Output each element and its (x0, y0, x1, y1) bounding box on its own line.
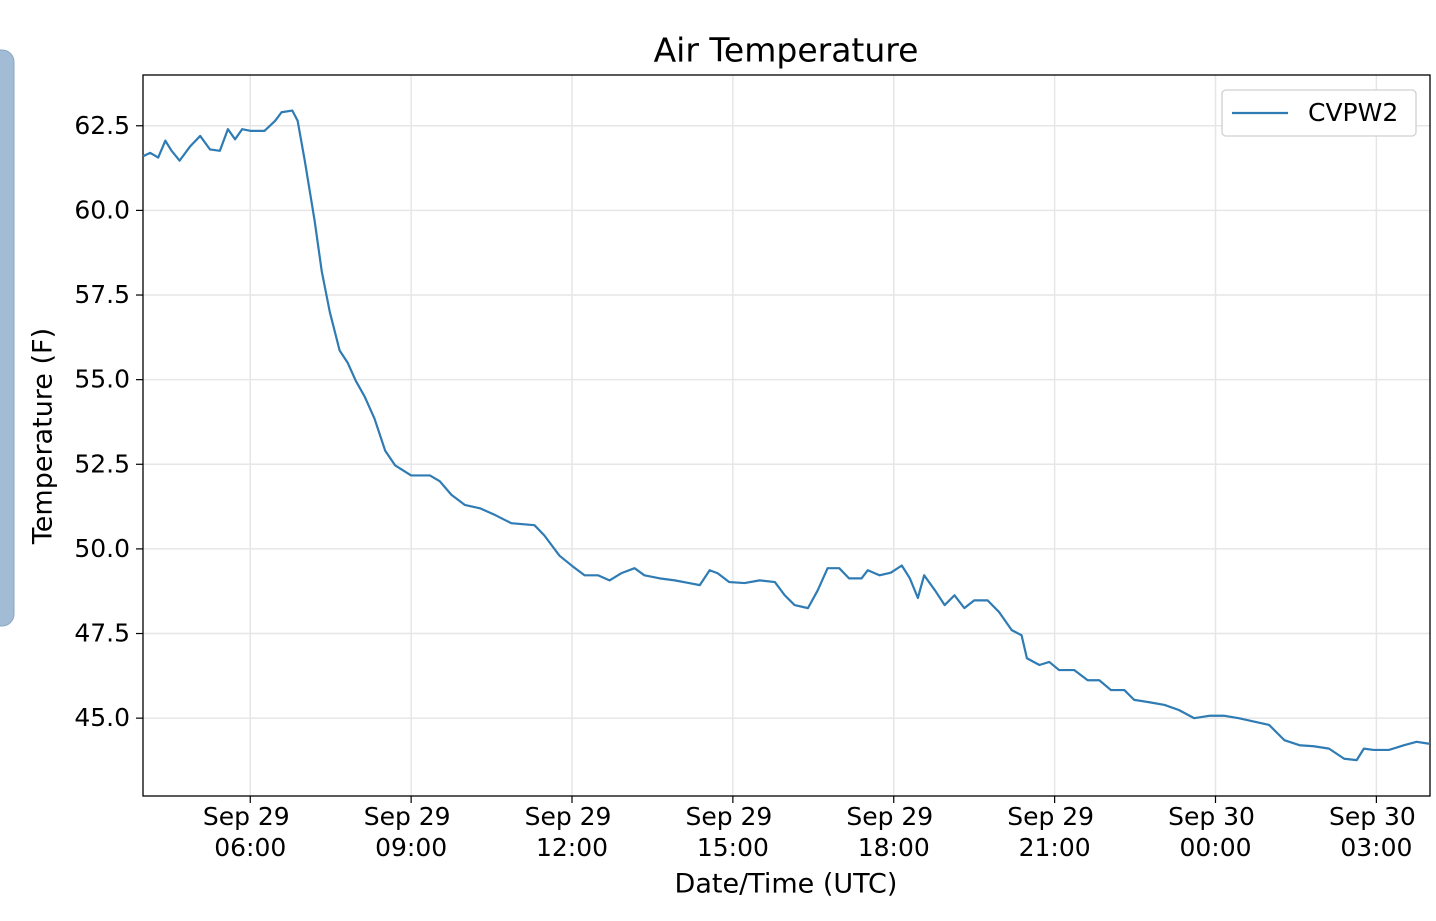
x-tick-label: Sep 30 00:00 (1168, 802, 1263, 862)
y-tick-label: 50.0 (74, 534, 130, 563)
plot-frame (142, 74, 1431, 797)
x-tick-label: Sep 29 12:00 (525, 802, 620, 862)
x-tick-label: Sep 29 18:00 (846, 802, 941, 862)
y-tick-label: 45.0 (74, 703, 130, 732)
y-tick-label: 52.5 (74, 449, 130, 478)
y-tick-label: 47.5 (74, 619, 130, 648)
y-tick-label: 60.0 (74, 195, 130, 224)
x-tick-label: Sep 30 03:00 (1329, 802, 1424, 862)
x-tick-label: Sep 29 06:00 (203, 802, 298, 862)
side-panel (0, 49, 15, 627)
y-tick-label: 57.5 (74, 280, 130, 309)
x-tick-label: Sep 29 21:00 (1007, 802, 1102, 862)
x-tick-label: Sep 29 15:00 (685, 802, 780, 862)
y-tick-label: 62.5 (74, 111, 130, 140)
x-axis-label: Date/Time (UTC) (675, 869, 898, 900)
data-line (142, 109, 1431, 762)
legend-box (1221, 89, 1417, 137)
y-tick-label: 55.0 (74, 365, 130, 394)
chart-title: Air Temperature (654, 31, 919, 70)
x-tick-label: Sep 29 09:00 (364, 802, 459, 862)
legend-label: CVPW2 (1308, 98, 1398, 127)
y-axis-label: Temperature (F) (28, 328, 59, 545)
